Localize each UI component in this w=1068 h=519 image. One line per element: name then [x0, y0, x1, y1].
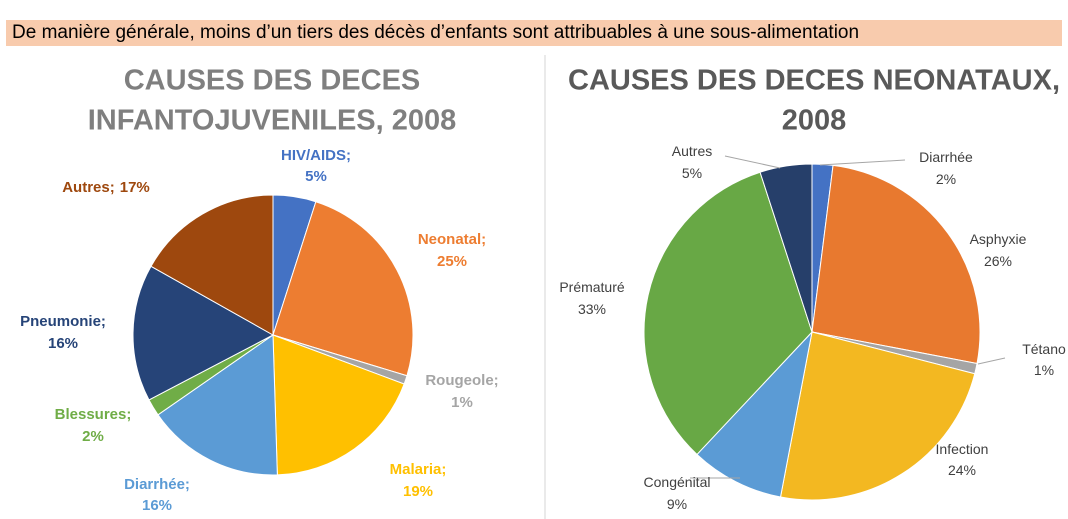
- slice-label: Infection 24%: [936, 441, 989, 478]
- slice-label: Pneumonie; 16%: [20, 313, 106, 352]
- chart-title: CAUSES DES DECES: [124, 65, 421, 97]
- slice-value: 24%: [948, 462, 976, 478]
- pie-slice: [132, 265, 275, 401]
- slice-label: Neonatal; 25%: [418, 231, 486, 270]
- pie-slice: [759, 163, 813, 333]
- pie-slice: [150, 194, 274, 336]
- slice-value: 25%: [437, 253, 467, 270]
- slice-value: 2%: [82, 428, 104, 445]
- slice-label: Rougeole; 1%: [425, 372, 498, 411]
- slice-category: Rougeole;: [425, 372, 498, 389]
- header-band: [6, 20, 1062, 46]
- slice-category: Infection: [936, 441, 989, 457]
- pie-slice: [696, 330, 813, 498]
- slice-value: 16%: [142, 497, 172, 514]
- slice-value: 1%: [1034, 362, 1054, 378]
- slice-category: Asphyxie: [970, 231, 1027, 247]
- slice-value: 5%: [305, 168, 327, 185]
- pie-slice: [643, 171, 813, 456]
- pie-slice: [157, 334, 278, 476]
- slice-value: 19%: [403, 483, 433, 500]
- slice-label: Autres 5%: [672, 143, 712, 181]
- slice-value: 33%: [578, 301, 606, 317]
- slice-category: Tétano: [1022, 341, 1066, 357]
- slice-label: Diarrhée 2%: [919, 149, 973, 187]
- slice-label: Prématuré 33%: [559, 279, 625, 317]
- leader-line: [819, 159, 906, 166]
- slice-label: Autres; 17%: [62, 179, 150, 196]
- slice-category: Blessures;: [55, 406, 132, 423]
- slice-value: 5%: [682, 165, 702, 181]
- slice-category: Congénital: [644, 474, 711, 490]
- pie-slice: [779, 331, 976, 501]
- pie-slice: [811, 164, 981, 365]
- leader-line: [977, 357, 1006, 365]
- chart-title: 2008: [782, 105, 847, 137]
- slice-category: Autres;: [62, 179, 115, 196]
- header-title: De manière générale, moins d’un tiers de…: [12, 22, 859, 43]
- slice-category: Prématuré: [559, 279, 625, 295]
- slice-value: 16%: [48, 335, 78, 352]
- slice-value: 1%: [451, 394, 473, 411]
- chart-title: INFANTOJUVENILES, 2008: [88, 105, 457, 137]
- slice-category: HIV/AIDS;: [281, 147, 351, 164]
- slice-label: Malaria; 19%: [390, 461, 447, 500]
- pie-slice: [272, 334, 405, 476]
- slice-value: 17%: [120, 179, 150, 196]
- slice-category: Diarrhée;: [124, 476, 190, 493]
- slice-label: Tétano 1%: [1022, 341, 1066, 378]
- slice-label: Asphyxie 26%: [970, 231, 1027, 269]
- slice-label: Congénital 9%: [644, 474, 711, 512]
- slice-value: 2%: [936, 171, 956, 187]
- pie-slice: [272, 201, 414, 377]
- slice-category: Pneumonie;: [20, 313, 106, 330]
- slice-value: 26%: [984, 253, 1012, 269]
- slice-label: Diarrhée; 16%: [124, 476, 190, 514]
- chart-title: CAUSES DES DECES NEONATAUX,: [568, 65, 1060, 97]
- slice-value: 9%: [667, 496, 687, 512]
- slice-category: Malaria;: [390, 461, 447, 478]
- slice-category: Autres: [672, 143, 712, 159]
- leader-line: [724, 155, 781, 169]
- slice-category: Diarrhée: [919, 149, 973, 165]
- slice-label: Blessures; 2%: [55, 406, 132, 445]
- slice-label: HIV/AIDS; 5%: [281, 147, 351, 185]
- slice-category: Neonatal;: [418, 231, 486, 248]
